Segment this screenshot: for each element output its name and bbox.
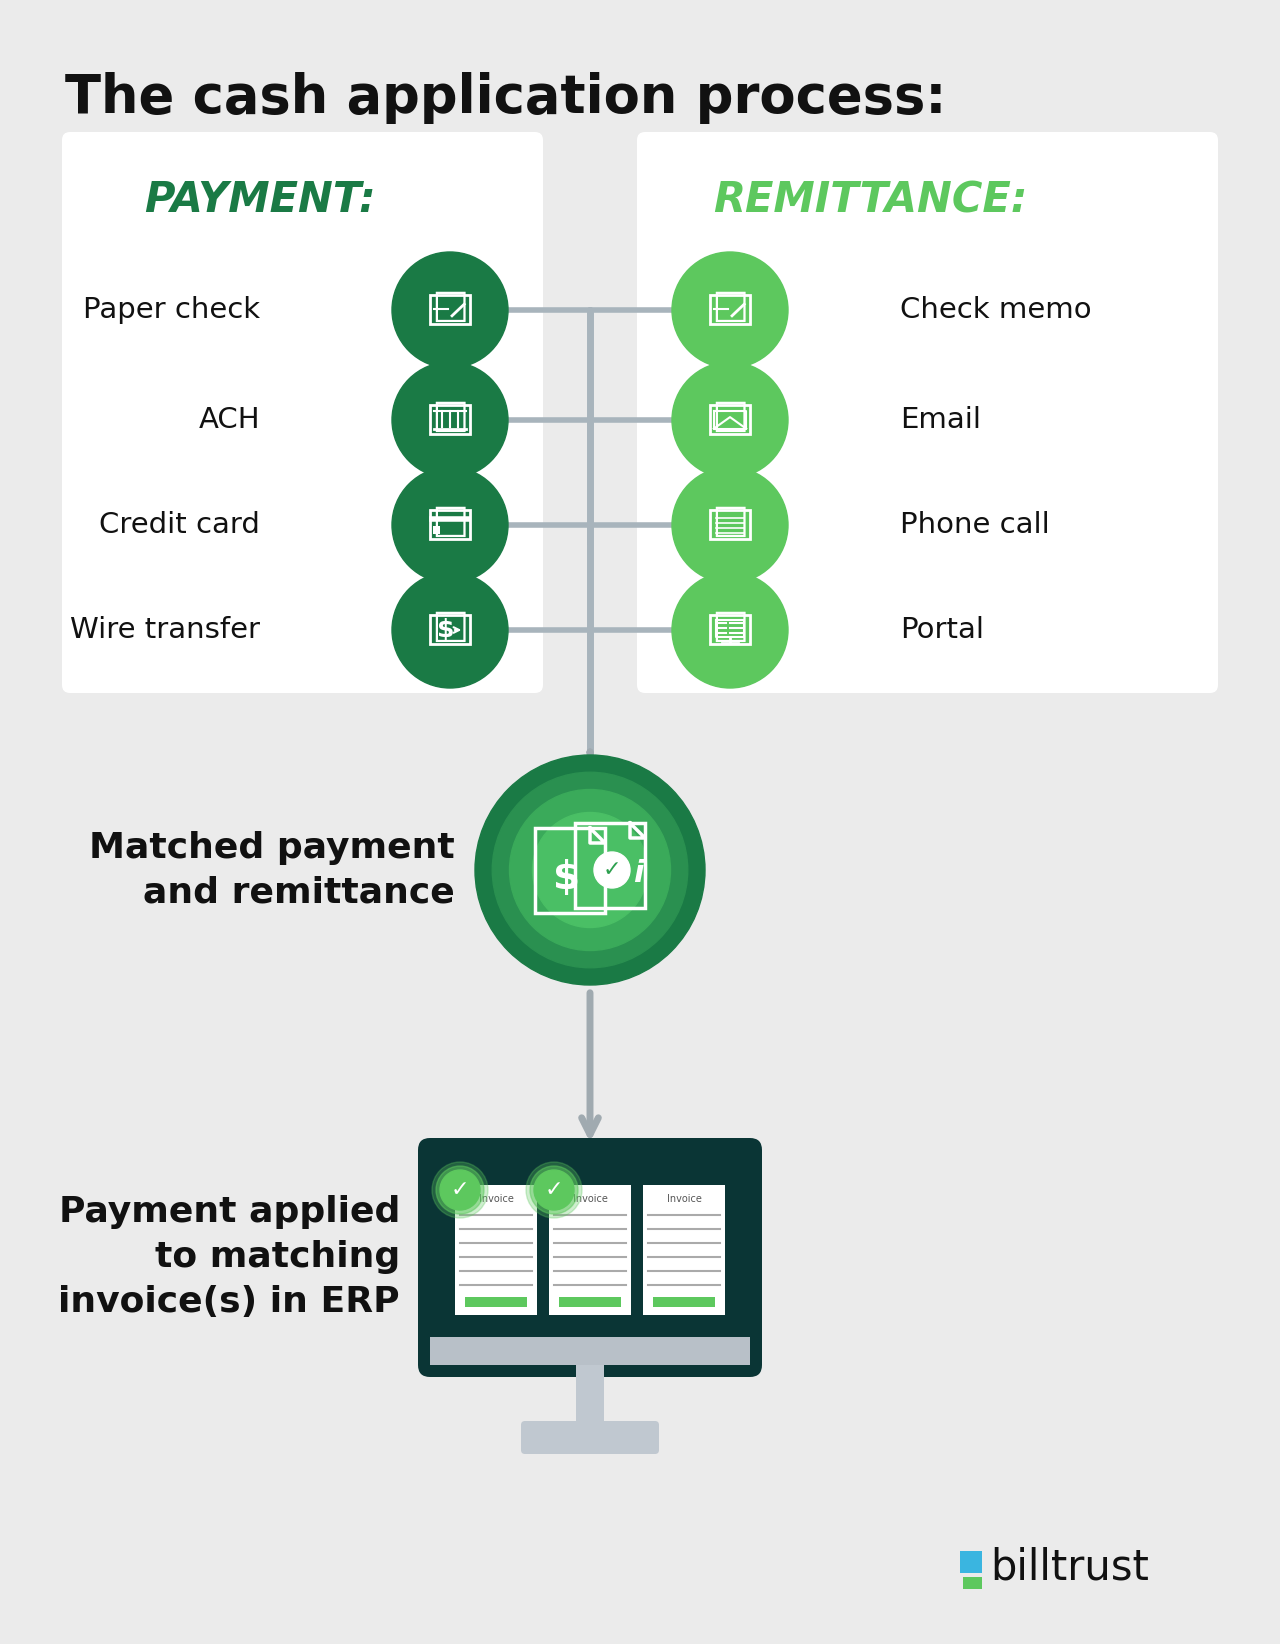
Circle shape [392,252,508,368]
Text: PAYMENT:: PAYMENT: [145,179,376,220]
FancyBboxPatch shape [963,1577,982,1590]
Text: Paper check: Paper check [83,296,260,324]
Text: ACH: ACH [198,406,260,434]
Circle shape [440,1171,480,1210]
FancyBboxPatch shape [960,1550,982,1573]
Text: ☐: ☐ [712,289,749,330]
Text: REMITTANCE:: REMITTANCE: [713,179,1027,220]
Circle shape [534,1171,573,1210]
Text: billtrust: billtrust [989,1547,1149,1590]
FancyBboxPatch shape [419,1138,762,1378]
FancyBboxPatch shape [637,132,1219,694]
Text: Check memo: Check memo [900,296,1092,324]
FancyBboxPatch shape [433,526,440,534]
Circle shape [392,362,508,478]
Text: ✓: ✓ [451,1180,470,1200]
Text: Wire transfer: Wire transfer [70,616,260,644]
Text: ✓: ✓ [603,860,621,880]
Text: $: $ [438,618,454,643]
FancyBboxPatch shape [454,1185,538,1315]
Text: i: i [632,858,644,888]
Circle shape [392,467,508,584]
FancyBboxPatch shape [442,1337,739,1365]
Text: Payment applied
to matching
invoice(s) in ERP: Payment applied to matching invoice(s) i… [59,1195,399,1318]
Text: Portal: Portal [900,616,984,644]
FancyBboxPatch shape [521,1420,659,1453]
Text: Matched payment
and remittance: Matched payment and remittance [90,830,454,909]
Text: ☐: ☐ [431,399,468,441]
Circle shape [672,362,788,478]
Text: Phone call: Phone call [900,511,1050,539]
FancyBboxPatch shape [465,1297,527,1307]
Circle shape [672,252,788,368]
Text: Invoice: Invoice [572,1194,608,1203]
FancyBboxPatch shape [61,132,543,694]
FancyBboxPatch shape [576,1365,604,1425]
Circle shape [433,1162,488,1218]
Circle shape [392,572,508,687]
Circle shape [526,1162,582,1218]
Circle shape [672,572,788,687]
FancyBboxPatch shape [549,1185,631,1315]
Circle shape [509,789,671,950]
FancyBboxPatch shape [430,1337,750,1365]
FancyBboxPatch shape [559,1297,621,1307]
Circle shape [532,812,648,927]
Text: ☐: ☐ [431,289,468,330]
Circle shape [475,755,705,985]
Text: ☐: ☐ [712,399,749,441]
Text: ☐: ☐ [431,505,468,546]
Circle shape [530,1166,579,1213]
Text: Invoice: Invoice [479,1194,513,1203]
Text: $: $ [553,860,581,898]
Text: The cash application process:: The cash application process: [65,72,946,123]
Text: Email: Email [900,406,980,434]
FancyBboxPatch shape [643,1185,724,1315]
Circle shape [672,467,788,584]
Text: ☐: ☐ [712,505,749,546]
Text: ☐: ☐ [431,608,468,651]
Text: ✓: ✓ [545,1180,563,1200]
Text: Credit card: Credit card [99,511,260,539]
Text: ☐: ☐ [712,608,749,651]
Text: Invoice: Invoice [667,1194,701,1203]
Circle shape [594,852,630,888]
Circle shape [493,773,687,968]
FancyBboxPatch shape [433,526,440,534]
FancyBboxPatch shape [653,1297,716,1307]
Circle shape [436,1166,484,1213]
